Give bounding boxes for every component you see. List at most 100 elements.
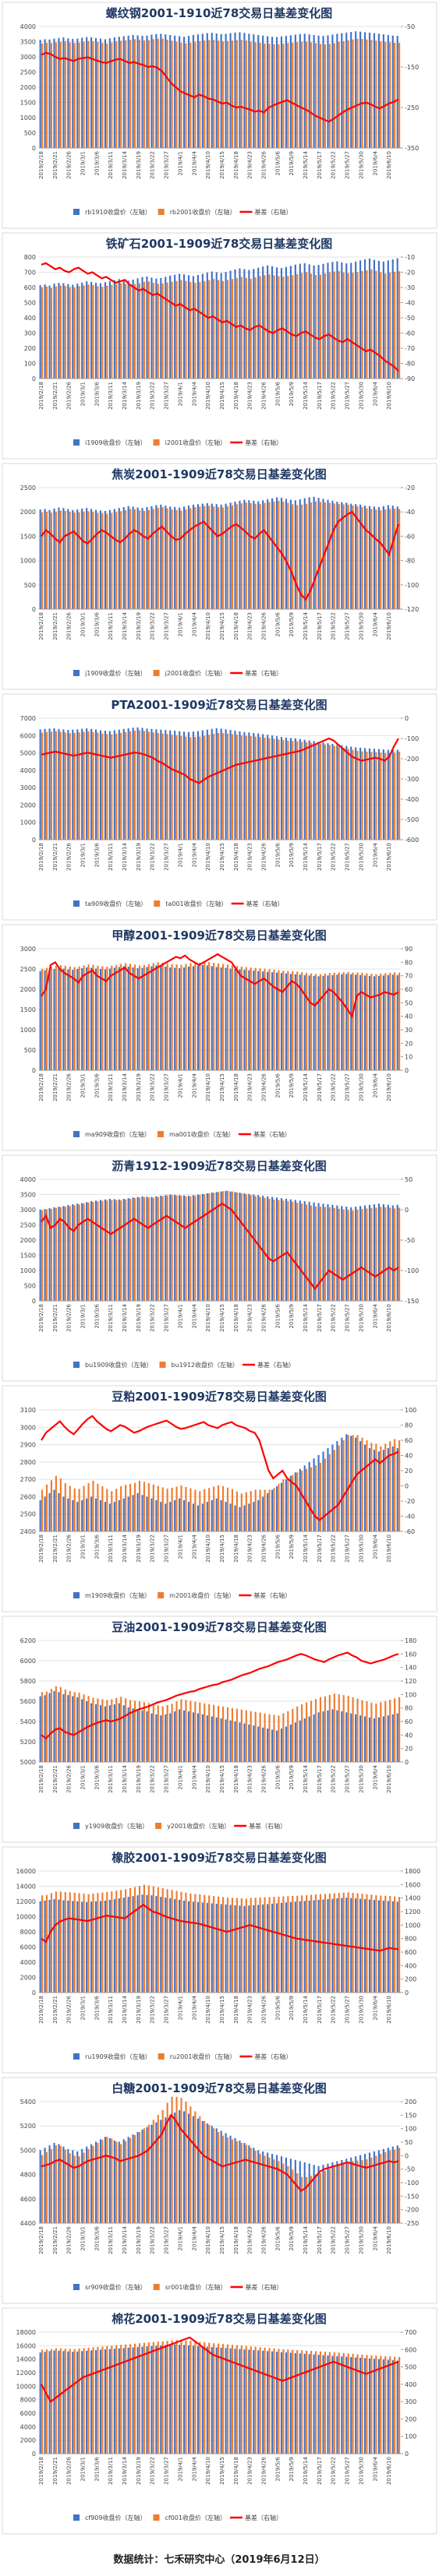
bar xyxy=(280,1198,283,1301)
bar xyxy=(106,2345,108,2454)
legend-swatch xyxy=(73,209,80,215)
x-tick-label: 2019/3/1 xyxy=(80,2457,87,2481)
bar xyxy=(356,38,359,148)
x-tick-label: 2019/6/10 xyxy=(386,1073,392,1101)
bar xyxy=(248,1724,250,1762)
bar xyxy=(231,2345,234,2454)
bar xyxy=(245,1898,247,1993)
bar xyxy=(352,1435,354,1531)
bar xyxy=(106,43,108,149)
bar xyxy=(308,34,310,148)
bar xyxy=(296,42,299,148)
bar xyxy=(127,280,129,379)
x-tick-label: 2019/3/1 xyxy=(80,151,87,175)
bar xyxy=(201,730,204,840)
bar xyxy=(231,734,234,840)
y-tick-label: 7000 xyxy=(20,715,36,722)
bar xyxy=(194,282,196,379)
bar xyxy=(169,1194,172,1301)
x-tick-label: 2019/6/10 xyxy=(386,1765,392,1793)
bar xyxy=(104,2349,107,2454)
bar xyxy=(196,965,199,1070)
bar xyxy=(166,2102,168,2223)
bar xyxy=(313,741,315,840)
bar xyxy=(64,965,66,1070)
bar xyxy=(308,2163,310,2223)
bar xyxy=(289,499,292,609)
bar xyxy=(257,1726,260,1762)
bar xyxy=(264,275,266,379)
y2-tick-label: -200 xyxy=(405,2207,419,2214)
bar xyxy=(319,502,322,609)
bar xyxy=(345,1434,348,1531)
bar xyxy=(314,974,317,1070)
bar xyxy=(299,1901,301,1993)
bar xyxy=(243,33,246,148)
bar xyxy=(58,728,60,840)
chart-title: 橡胶2001-1909近78交易日基差变化图 xyxy=(112,1851,327,1865)
x-tick-label: 2019/5/22 xyxy=(331,1304,337,1332)
x-tick-label: 2019/3/14 xyxy=(122,150,128,178)
x-tick-label: 2019/4/10 xyxy=(205,2457,211,2485)
bar xyxy=(327,1899,329,1993)
bar xyxy=(218,963,220,1070)
x-tick-label: 2019/5/22 xyxy=(331,1073,337,1101)
bar xyxy=(160,277,162,379)
bar xyxy=(146,2127,148,2223)
x-tick-label: 2019/5/9 xyxy=(289,612,295,636)
bar xyxy=(345,2356,348,2454)
x-tick-label: 2019/3/27 xyxy=(164,612,170,640)
bar xyxy=(62,508,65,609)
bar xyxy=(90,2350,93,2454)
bar xyxy=(187,2345,190,2454)
bar xyxy=(208,1488,211,1531)
bar xyxy=(271,1196,274,1301)
y-tick-label: 2000 xyxy=(20,1975,36,1982)
y-tick-label: 2500 xyxy=(20,1511,36,1518)
y2-tick-label: -100 xyxy=(405,582,419,589)
x-tick-label: 2019/6/4 xyxy=(372,611,378,636)
x-tick-label: 2019/3/14 xyxy=(122,1534,128,1562)
bar xyxy=(78,732,80,840)
bar xyxy=(273,1488,275,1531)
bar xyxy=(90,1901,93,1993)
bar xyxy=(185,43,187,148)
legend-swatch xyxy=(153,670,160,676)
bar xyxy=(90,967,93,1070)
bar xyxy=(373,2359,376,2454)
bar xyxy=(171,1195,173,1301)
bar xyxy=(196,504,199,609)
bar xyxy=(342,748,345,840)
bar xyxy=(50,1689,53,1762)
bar xyxy=(248,1503,250,1531)
bar xyxy=(108,509,111,609)
x-tick-label: 2019/5/27 xyxy=(345,612,351,640)
y2-tick-label: -30 xyxy=(405,284,415,291)
x-tick-label: 2019/4/15 xyxy=(219,843,225,871)
bar xyxy=(292,1708,294,1762)
bar xyxy=(287,2165,289,2223)
x-tick-label: 2019/5/17 xyxy=(317,2457,323,2485)
bar xyxy=(208,2342,211,2454)
bar xyxy=(86,281,88,379)
bar xyxy=(322,742,324,840)
bar xyxy=(319,2173,322,2223)
bar xyxy=(187,1502,190,1531)
bar xyxy=(308,1201,310,1301)
bar xyxy=(231,1489,234,1531)
bar xyxy=(78,1204,80,1301)
x-tick-label: 2019/2/18 xyxy=(38,382,44,410)
bar xyxy=(169,967,172,1070)
bar xyxy=(253,1502,255,1531)
bar xyxy=(155,1714,158,1762)
bar xyxy=(389,272,391,379)
bar xyxy=(285,1198,288,1301)
bar xyxy=(136,1895,139,1993)
bar xyxy=(327,263,329,379)
bar xyxy=(174,506,176,609)
bar xyxy=(86,967,88,1070)
bar xyxy=(328,2169,331,2223)
bar xyxy=(285,1726,288,1762)
bar xyxy=(115,1200,118,1301)
bar xyxy=(179,1709,181,1762)
